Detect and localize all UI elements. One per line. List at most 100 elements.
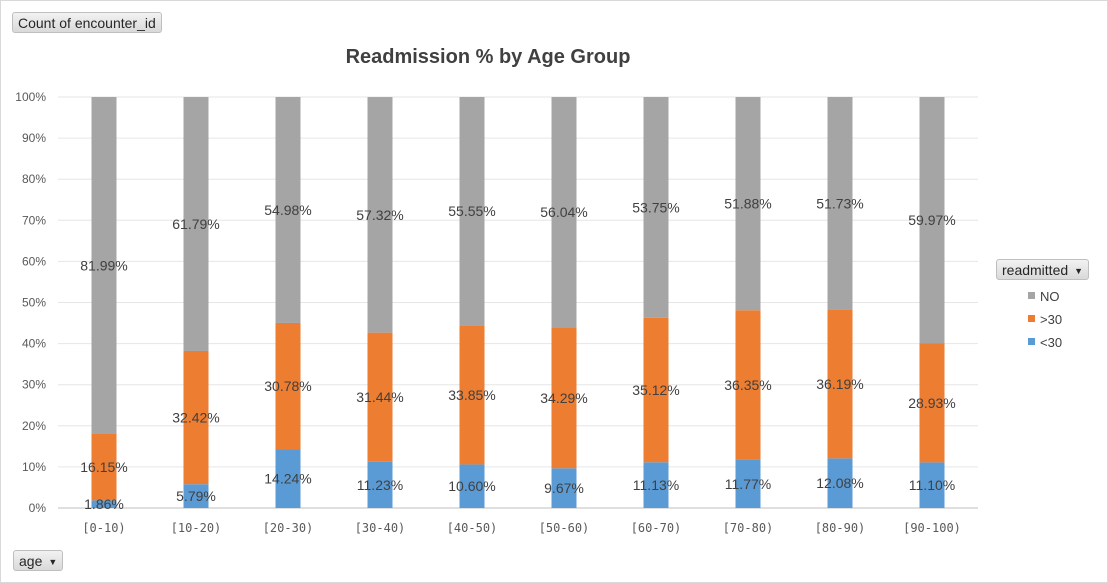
x-tick-label: [80-90) (815, 521, 866, 535)
bar-segment[interactable] (367, 97, 393, 333)
data-label: 81.99% (80, 257, 127, 273)
bar-segment[interactable] (91, 500, 117, 508)
data-label: 61.79% (172, 216, 219, 232)
data-label: 35.12% (632, 382, 679, 398)
bar-segment[interactable] (551, 327, 577, 469)
data-label: 30.78% (264, 378, 311, 394)
legend-item-no[interactable]: NO (1028, 289, 1060, 304)
values-field-button[interactable]: Count of encounter_id (12, 12, 162, 33)
legend-item-gt30[interactable]: >30 (1028, 312, 1063, 327)
bar-segment[interactable] (275, 322, 301, 450)
data-label: 12.08% (816, 475, 863, 491)
legend-label-gt30: >30 (1040, 312, 1063, 327)
y-tick-label: 10% (22, 460, 46, 474)
bar-segment[interactable] (827, 458, 853, 508)
data-label: 51.73% (816, 195, 863, 211)
data-label: 11.77% (725, 476, 771, 492)
y-tick-label: 50% (22, 296, 46, 310)
y-tick-label: 60% (22, 254, 46, 268)
data-label: 33.85% (448, 387, 495, 403)
legend-field-button[interactable]: readmitted ▼ (996, 259, 1090, 280)
bar-segment[interactable] (643, 462, 669, 508)
data-label: 11.13% (633, 477, 679, 493)
bar-segment[interactable] (183, 350, 209, 485)
data-label: 11.10% (909, 477, 955, 493)
chevron-down-icon: ▼ (1074, 265, 1084, 276)
legend-label-lt30: <30 (1040, 335, 1063, 350)
y-axis: 0% 10% 20% 30% 40% 50% 60% 70% 80% 90% 100% (15, 90, 46, 515)
data-label: 51.88% (724, 196, 771, 212)
bar-segment[interactable] (367, 332, 393, 462)
data-label: 16.15% (80, 459, 127, 475)
data-label: 34.29% (540, 390, 587, 406)
chart-title: Readmission % by Age Group (346, 46, 631, 68)
data-label: 5.79% (176, 488, 216, 504)
y-tick-label: 70% (22, 213, 46, 227)
x-tick-label: [90-100) (903, 521, 961, 535)
axis-field-label: age (19, 553, 43, 569)
gridlines (58, 96, 978, 509)
bar-segment[interactable] (91, 97, 117, 434)
x-tick-label: [60-70) (631, 521, 682, 535)
bars (91, 97, 945, 508)
data-label: 56.04% (540, 204, 587, 220)
legend-swatch-no (1028, 292, 1035, 299)
data-label: 9.67% (544, 480, 584, 496)
y-tick-label: 40% (22, 337, 46, 351)
bar-segment[interactable] (183, 484, 209, 508)
y-tick-label: 100% (15, 90, 46, 104)
bar-segment[interactable] (643, 97, 669, 318)
bar-segment[interactable] (551, 97, 577, 328)
data-label: 57.32% (356, 207, 403, 223)
bar-segment[interactable] (735, 310, 761, 460)
bar-segment[interactable] (91, 433, 117, 501)
data-label: 55.55% (448, 203, 495, 219)
x-tick-label: [40-50) (447, 521, 498, 535)
data-label: 14.24% (264, 471, 311, 487)
data-label: 36.19% (816, 376, 863, 392)
chevron-down-icon: ▼ (48, 556, 58, 567)
data-label: 53.75% (632, 199, 679, 215)
axis-field-button[interactable]: age ▼ (13, 550, 64, 571)
bar-segment[interactable] (919, 97, 945, 344)
data-label: 28.93% (908, 395, 955, 411)
bar-segment[interactable] (551, 468, 577, 508)
bar-segment[interactable] (275, 97, 301, 323)
y-tick-label: 30% (22, 378, 46, 392)
bar-segment[interactable] (367, 461, 393, 508)
legend-label-no: NO (1040, 289, 1060, 304)
y-tick-label: 90% (22, 131, 46, 145)
bar-segment[interactable] (275, 449, 301, 508)
data-label: 54.98% (264, 202, 311, 218)
x-tick-label: [10-20) (171, 521, 222, 535)
x-tick-label: [20-30) (263, 521, 314, 535)
bar-segment[interactable] (459, 97, 485, 326)
bar-segment[interactable] (735, 97, 761, 311)
legend-item-lt30[interactable]: <30 (1028, 335, 1063, 350)
legend-swatch-lt30 (1028, 338, 1035, 345)
bar-segment[interactable] (459, 464, 485, 508)
legend-swatch-gt30 (1028, 315, 1035, 322)
x-tick-label: [50-60) (539, 521, 590, 535)
data-label: 10.60% (448, 478, 495, 494)
bar-segment[interactable] (919, 462, 945, 508)
data-label: 36.35% (724, 377, 771, 393)
data-label: 31.44% (356, 389, 403, 405)
bar-segment[interactable] (919, 343, 945, 463)
data-label: 11.23% (357, 477, 403, 493)
x-axis: [0-10) [10-20) [20-30) [30-40) [40-50) [50-60… (82, 521, 961, 535)
x-tick-label: [30-40) (355, 521, 406, 535)
data-labels: 1.86% 16.15% 81.99% 5.79% 32.42% 61.79% 14.24%… (80, 195, 955, 512)
y-tick-label: 80% (22, 172, 46, 186)
bar-segment[interactable] (827, 309, 853, 459)
bar-segment[interactable] (827, 97, 853, 310)
bar-segment[interactable] (643, 317, 669, 463)
bar-segment[interactable] (735, 459, 761, 508)
x-tick-label: [0-10) (82, 521, 125, 535)
legend-field-label: readmitted (1002, 262, 1069, 278)
bar-segment[interactable] (183, 97, 209, 351)
y-tick-label: 20% (22, 419, 46, 433)
data-label: 59.97% (908, 212, 955, 228)
bar-segment[interactable] (459, 325, 485, 465)
